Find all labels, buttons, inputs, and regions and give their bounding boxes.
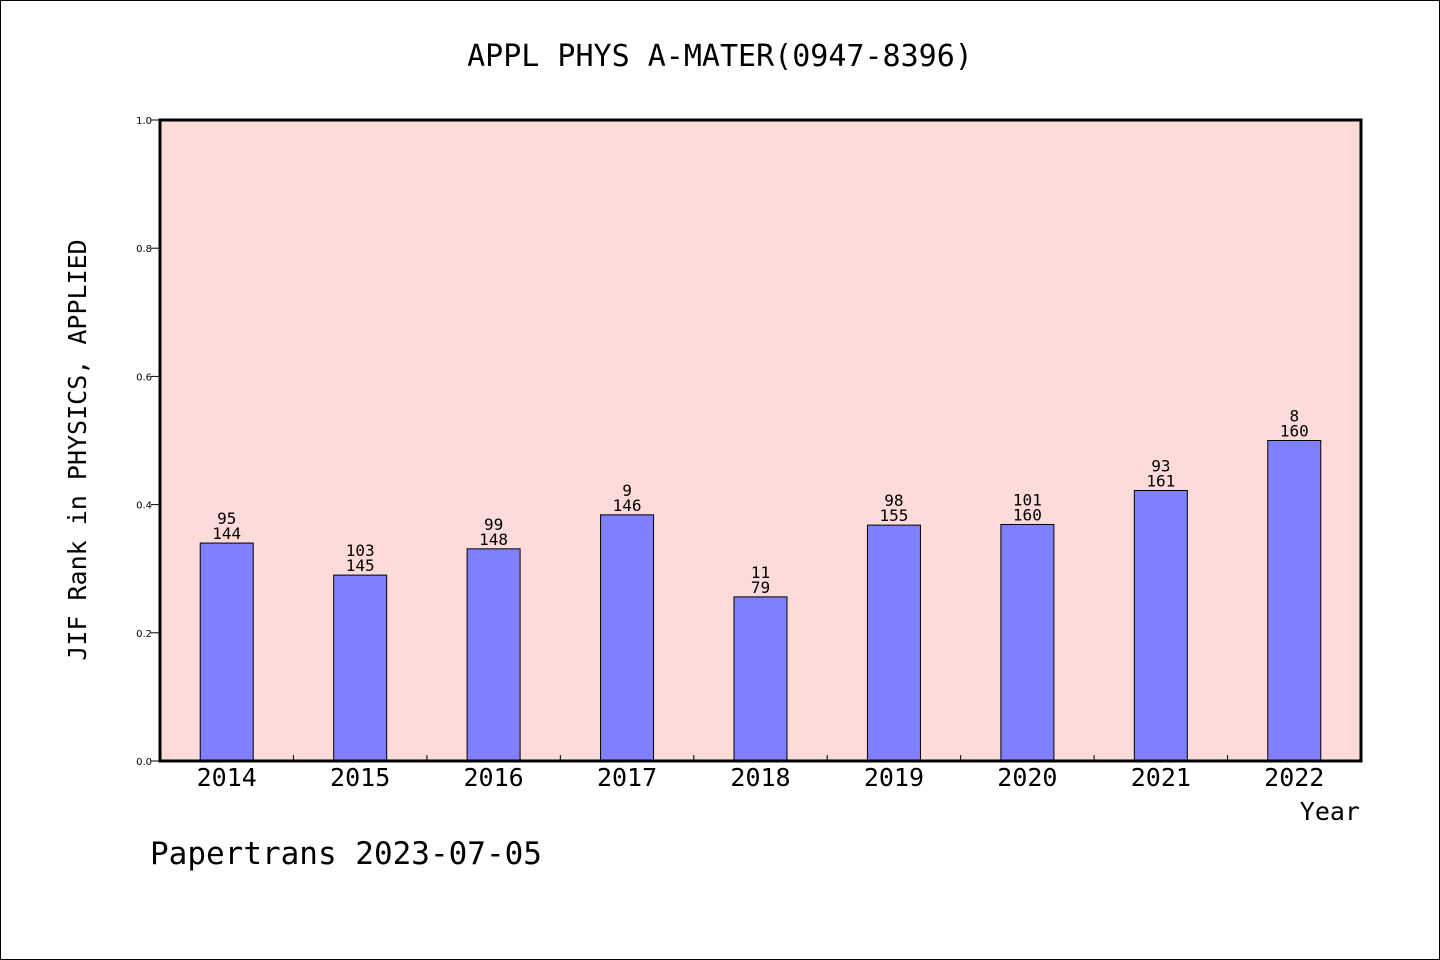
bar-rank-label: 93 <box>1151 456 1170 475</box>
bar-2022 <box>1267 440 1322 762</box>
y-axis-label: JIF Rank in PHYSICS, APPLIED <box>63 239 92 660</box>
plot-border <box>158 118 1363 763</box>
bar-rank-label: 9 <box>622 481 632 500</box>
bar-rank-label: 99 <box>484 515 503 534</box>
bar-rank-label: 11 <box>751 563 770 582</box>
y-tick-label: 0.2 <box>136 629 152 640</box>
bar-total-label: 144 <box>212 524 241 543</box>
bar-rank-label: 101 <box>1013 490 1042 509</box>
bar-2021 <box>1133 489 1188 762</box>
bars-layer <box>199 440 1322 762</box>
bar-total-label: 161 <box>1146 471 1175 490</box>
y-axis-ticks: 0.0 0.2 0.4 0.6 0.8 1.0 <box>136 116 160 768</box>
x-tick-label: 2016 <box>464 763 524 792</box>
y-tick-label: 0.6 <box>136 372 152 383</box>
y-tick-label: 0.0 <box>136 757 152 768</box>
bar-2019 <box>866 524 921 762</box>
bar-2016 <box>466 548 521 762</box>
x-tick-label: 2018 <box>730 763 790 792</box>
x-tick-label: 2020 <box>997 763 1057 792</box>
bar-total-label: 155 <box>879 506 908 525</box>
x-tick-label: 2014 <box>197 763 257 792</box>
bar-2014 <box>199 542 254 762</box>
x-tick-label: 2019 <box>864 763 924 792</box>
bar-total-label: 79 <box>751 578 770 597</box>
bar-rank-label: 8 <box>1289 407 1299 426</box>
x-tick-label: 2017 <box>597 763 657 792</box>
bar-data-labels: 9514410314599148914611799815510116093161… <box>212 407 1308 597</box>
bar-total-label: 145 <box>346 556 375 575</box>
x-tick-label: 2015 <box>330 763 390 792</box>
bar-2020 <box>1000 523 1055 762</box>
x-tick-label: 2021 <box>1131 763 1191 792</box>
footer-source-date: Papertrans 2023-07-05 <box>150 836 542 872</box>
x-tick-label: 2022 <box>1264 763 1324 792</box>
bar-total-label: 160 <box>1280 422 1309 441</box>
bar-2017 <box>600 514 655 762</box>
y-tick-label: 0.4 <box>136 501 152 512</box>
bar-2018 <box>733 596 788 762</box>
bar-total-label: 146 <box>613 496 642 515</box>
bar-total-label: 148 <box>479 530 508 549</box>
chart-title: APPL PHYS A-MATER(0947-8396) <box>467 39 973 74</box>
y-tick-label: 1.0 <box>136 116 152 127</box>
x-axis-ticks: 2014 2015 2016 2017 2018 2019 2020 2021 2022 <box>197 755 1324 792</box>
bar-total-label: 160 <box>1013 505 1042 524</box>
bar-rank-label: 98 <box>884 491 903 510</box>
bar-rank-label: 103 <box>346 541 375 560</box>
y-tick-label: 0.8 <box>136 244 152 255</box>
bar-2015 <box>333 574 388 762</box>
x-axis-label: Year <box>1300 797 1360 826</box>
bar-rank-label: 95 <box>217 509 236 528</box>
